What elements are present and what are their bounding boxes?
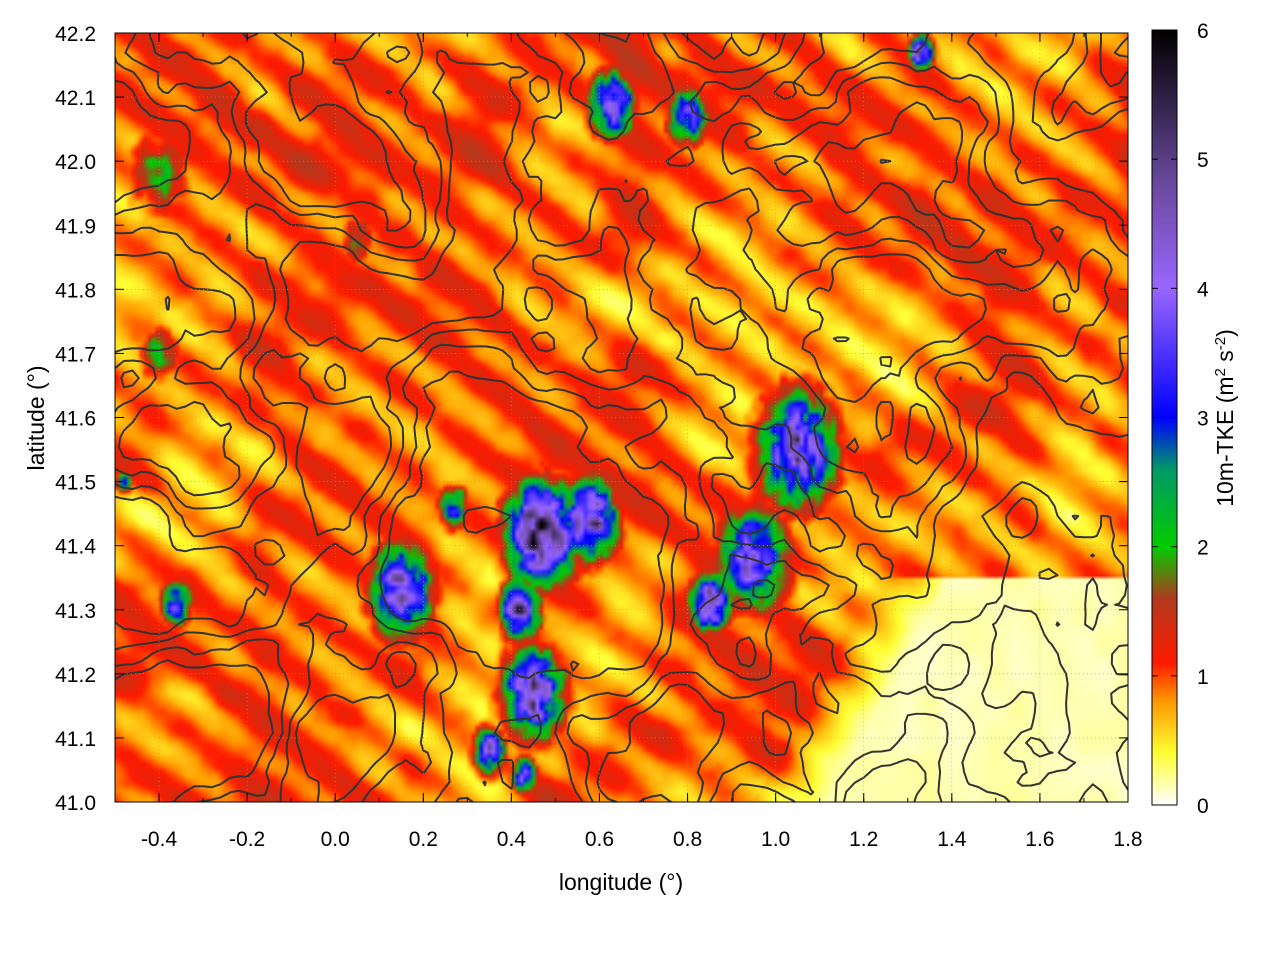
contour-line [115, 33, 1128, 802]
y-tick-label: 41.9 [55, 215, 96, 238]
colorbar-label-sup2: -2 [1212, 337, 1229, 350]
x-tick-label: 0.8 [673, 828, 702, 851]
x-tick-label: -0.4 [141, 828, 178, 851]
y-tick-label: 41.6 [55, 408, 96, 431]
x-tick-label: 0.0 [321, 828, 350, 851]
contour-line [115, 33, 1128, 802]
x-tick-label: 1.4 [937, 828, 967, 851]
y-tick-label: 41.7 [55, 343, 96, 366]
y-axis-ticks: 41.0 41.1 41.2 41.3 41.4 41.5 41.6 41.7 41.8 41.9… [55, 23, 1128, 815]
colorbar-tick-label: 1 [1197, 666, 1209, 689]
y-tick-label: 41.8 [55, 279, 96, 302]
colorbar-label-end: ) [1212, 329, 1238, 337]
colorbar-tick-label: 6 [1197, 20, 1209, 43]
contour-line [115, 33, 1128, 802]
x-tick-label: 1.8 [1113, 828, 1142, 851]
x-tick-label: 0.6 [585, 828, 614, 851]
x-axis-ticks: -0.4 -0.2 0.0 0.2 0.4 0.6 0.8 1.0 1.2 1.4 1.6 1.8 [114, 33, 1143, 851]
y-tick-label: 42.2 [55, 23, 96, 46]
x-tick-label: 1.2 [849, 828, 878, 851]
x-tick-label: 1.0 [761, 828, 790, 851]
y-tick-label: 42.1 [55, 87, 96, 110]
colorbar-tick-label: 3 [1197, 408, 1209, 431]
y-tick-label: 41.5 [55, 472, 96, 495]
x-tick-label: 0.2 [409, 828, 438, 851]
x-tick-label: -0.2 [229, 828, 265, 851]
contour-line [115, 33, 1128, 802]
y-tick-label: 41.2 [55, 664, 96, 687]
y-tick-label: 42.0 [55, 151, 96, 174]
colorbar-label-main: 10m-TKE (m [1212, 376, 1238, 506]
x-tick-label: 1.6 [1025, 828, 1054, 851]
colorbar-tick-label: 2 [1197, 537, 1209, 560]
colorbar-label-mid: s [1212, 350, 1238, 368]
y-axis-label: latitude (°) [23, 365, 49, 470]
colorbar-ticks: 0 1 2 3 4 5 6 [1152, 20, 1209, 818]
terrain-contours [115, 33, 1128, 802]
x-tick-label: 0.4 [497, 828, 527, 851]
colorbar-tick-label: 5 [1197, 149, 1209, 172]
y-tick-label: 41.1 [55, 728, 96, 751]
colorbar-label: 10m-TKE (m2 s-2) [1212, 329, 1238, 507]
x-axis-label: longitude (°) [559, 869, 683, 895]
colorbar-tick-label: 4 [1197, 278, 1209, 301]
y-tick-label: 41.3 [55, 600, 96, 623]
colorbar-tick-label: 0 [1197, 795, 1209, 818]
colorbar-label-sup1: 2 [1212, 368, 1229, 376]
y-tick-label: 41.0 [55, 792, 96, 815]
y-tick-label: 41.4 [55, 536, 96, 559]
